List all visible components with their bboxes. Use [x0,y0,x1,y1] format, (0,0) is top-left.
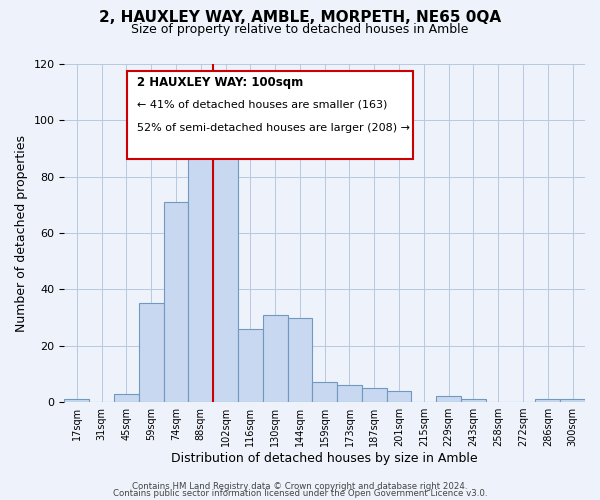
Bar [114,394,139,402]
Text: 2 HAUXLEY WAY: 100sqm: 2 HAUXLEY WAY: 100sqm [137,76,304,89]
Text: ← 41% of detached houses are smaller (163): ← 41% of detached houses are smaller (16… [137,100,388,110]
Bar [436,396,461,402]
Bar [362,388,386,402]
Bar [461,400,486,402]
Text: Contains public sector information licensed under the Open Government Licence v3: Contains public sector information licen… [113,490,487,498]
Text: 52% of semi-detached houses are larger (208) →: 52% of semi-detached houses are larger (… [137,123,410,133]
Bar [164,202,188,402]
X-axis label: Distribution of detached houses by size in Amble: Distribution of detached houses by size … [172,452,478,465]
Bar [337,385,362,402]
FancyBboxPatch shape [127,71,413,158]
Bar [560,400,585,402]
Bar [287,318,313,402]
Bar [313,382,337,402]
Bar [188,146,213,402]
Y-axis label: Number of detached properties: Number of detached properties [15,134,28,332]
Bar [238,329,263,402]
Bar [213,140,238,402]
Bar [535,400,560,402]
Text: 2, HAUXLEY WAY, AMBLE, MORPETH, NE65 0QA: 2, HAUXLEY WAY, AMBLE, MORPETH, NE65 0QA [99,10,501,25]
Bar [64,400,89,402]
Text: Size of property relative to detached houses in Amble: Size of property relative to detached ho… [131,22,469,36]
Text: Contains HM Land Registry data © Crown copyright and database right 2024.: Contains HM Land Registry data © Crown c… [132,482,468,491]
Bar [263,314,287,402]
Bar [139,304,164,402]
Bar [386,391,412,402]
